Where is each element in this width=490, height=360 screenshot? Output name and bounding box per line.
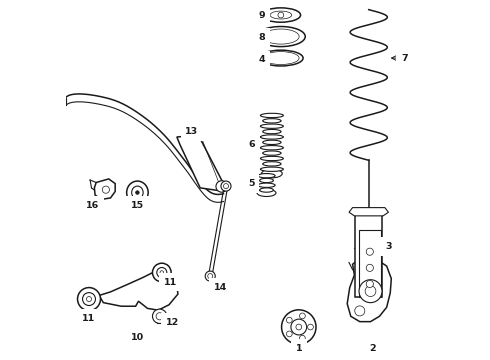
Polygon shape [177,135,223,191]
Ellipse shape [260,124,283,129]
Polygon shape [347,257,392,321]
Circle shape [308,324,314,330]
Ellipse shape [260,135,283,139]
Circle shape [221,181,231,191]
Circle shape [366,280,373,288]
Ellipse shape [256,27,305,46]
Ellipse shape [260,167,283,171]
Text: 4: 4 [258,55,265,64]
Ellipse shape [259,50,303,66]
Text: 16: 16 [86,201,99,210]
Bar [355,214,382,297]
Ellipse shape [132,186,143,199]
Circle shape [359,280,382,303]
Polygon shape [349,208,389,216]
Circle shape [299,335,305,341]
Circle shape [282,310,316,344]
Ellipse shape [257,189,276,197]
Ellipse shape [260,113,283,118]
Ellipse shape [263,51,299,64]
Ellipse shape [258,183,275,188]
Text: 9: 9 [258,11,265,20]
Text: 11: 11 [164,278,177,287]
Circle shape [156,313,163,320]
Circle shape [223,184,228,189]
Text: 1: 1 [295,344,302,353]
Polygon shape [95,179,115,199]
Ellipse shape [260,156,283,161]
Bar [359,230,381,297]
Ellipse shape [267,53,295,63]
Ellipse shape [260,145,283,150]
Circle shape [366,264,373,271]
Ellipse shape [268,31,294,42]
Circle shape [152,263,171,282]
Text: 10: 10 [131,333,144,342]
Circle shape [216,181,227,192]
Circle shape [299,313,305,319]
Text: 15: 15 [131,201,144,210]
Text: 12: 12 [166,318,179,327]
Circle shape [365,286,376,297]
Circle shape [157,267,167,278]
Circle shape [152,309,167,323]
Ellipse shape [270,11,292,19]
Text: 8: 8 [258,33,265,42]
Text: 6: 6 [248,140,255,149]
Text: 11: 11 [82,314,96,323]
Text: 5: 5 [248,179,255,188]
Circle shape [205,271,215,281]
Circle shape [160,271,164,274]
Circle shape [82,293,96,306]
Ellipse shape [263,151,281,155]
Circle shape [278,12,284,18]
Text: 2: 2 [369,344,376,353]
Circle shape [296,324,302,330]
Ellipse shape [126,181,148,204]
Text: 14: 14 [214,283,227,292]
Circle shape [102,186,109,193]
Circle shape [208,274,213,279]
Circle shape [87,297,92,302]
Ellipse shape [263,119,281,123]
Ellipse shape [262,169,282,178]
Polygon shape [99,269,178,310]
Circle shape [287,331,292,337]
Ellipse shape [260,178,273,183]
Ellipse shape [263,29,299,44]
Ellipse shape [260,188,273,192]
Circle shape [366,248,373,255]
Circle shape [77,288,100,311]
Ellipse shape [258,174,275,178]
Text: 3: 3 [385,242,392,251]
Circle shape [355,306,365,316]
Ellipse shape [263,140,281,144]
Text: 7: 7 [401,54,408,63]
Ellipse shape [263,130,281,134]
Text: 13: 13 [185,127,198,136]
Circle shape [136,191,139,194]
Circle shape [287,317,292,323]
Circle shape [291,319,307,335]
Ellipse shape [263,162,281,166]
Ellipse shape [261,8,300,22]
